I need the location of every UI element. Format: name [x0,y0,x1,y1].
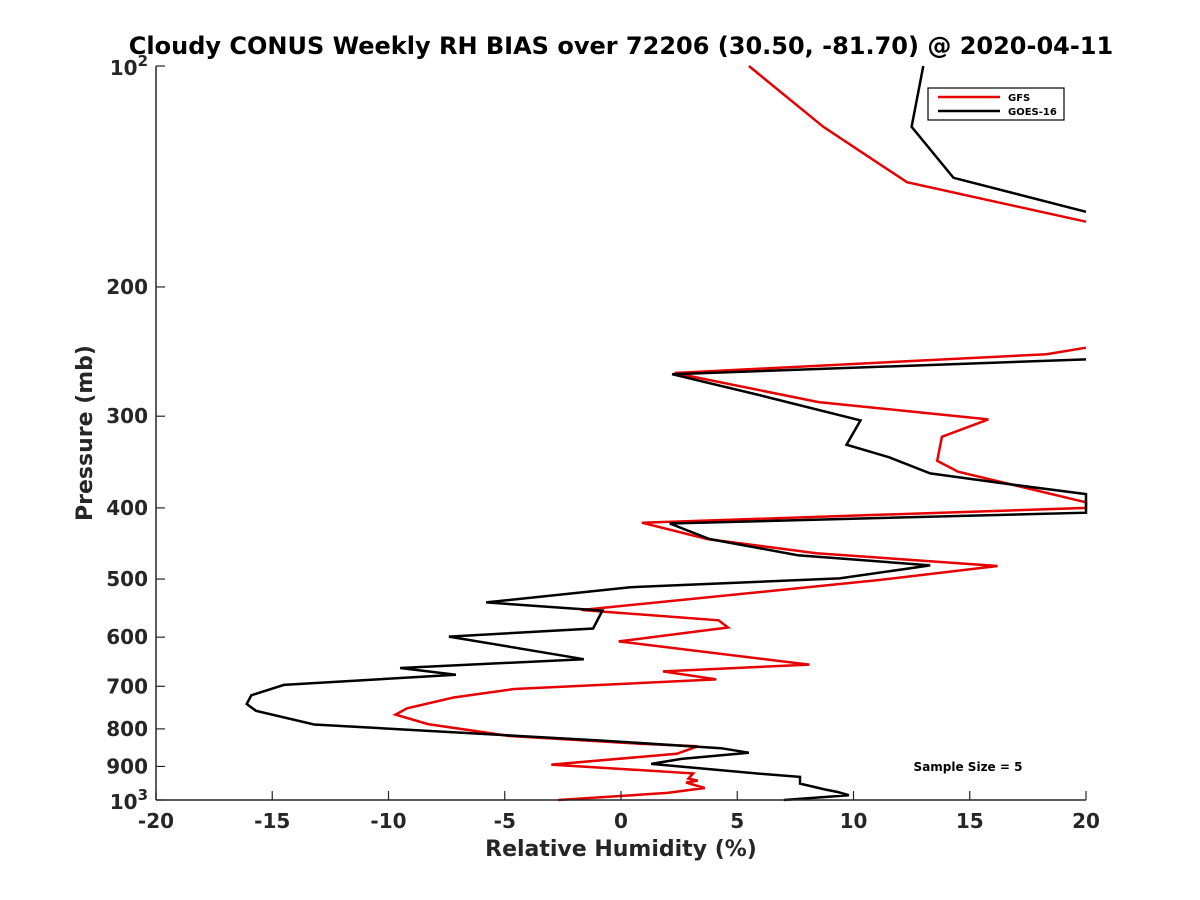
y-axis-label: Pressure (mb) [73,345,98,521]
y-tick-label: 300 [106,404,148,428]
legend-label-gfs: GFS [1008,93,1030,104]
series-layer [245,65,1088,802]
x-tick-label: -20 [138,809,174,833]
plot-area [156,66,1086,800]
tick-labels: -20 -15 -10 -5 0 5 10 15 20 200 300 400 500 600 700 800… [106,52,1100,833]
y-tick-label: 200 [106,275,148,299]
x-tick-label: 0 [614,809,628,833]
x-tick-label: 10 [840,809,868,833]
legend-label-goes16: GOES-16 [1008,107,1057,118]
legend: GFS GOES-16 [927,87,1065,121]
y-tick-label: 800 [106,717,148,741]
series-line-goes16 [245,65,1088,802]
axes-layer [155,65,1087,801]
y-tick-label: 400 [106,496,148,520]
x-tick-label: 5 [730,809,744,833]
y-tick-label: 600 [106,625,148,649]
sample-size-annotation: Sample Size = 5 [914,760,1023,774]
x-tick-label: -5 [494,809,516,833]
series-line-gfs [392,65,1088,802]
x-tick-label: -10 [370,809,406,833]
y-tick-label-bottom: 103 [110,786,148,814]
x-tick-label: 15 [956,809,984,833]
x-tick-label: 20 [1072,809,1100,833]
y-tick-label: 700 [106,674,148,698]
x-tick-label: -15 [254,809,290,833]
y-tick-label-top: 102 [110,52,148,80]
x-axis-label: Relative Humidity (%) [485,837,757,862]
chart-title: Cloudy CONUS Weekly RH BIAS over 72206 (… [129,32,1113,60]
legend-box [927,87,1065,121]
y-tick-label: 900 [106,754,148,778]
y-tick-label: 500 [106,567,148,591]
